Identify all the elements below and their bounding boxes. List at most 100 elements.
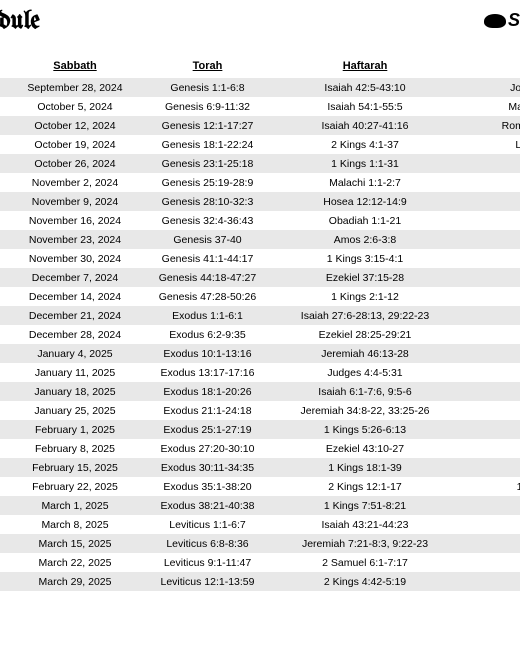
table-cell: Isaiah 42:5-43:10 [275,78,455,97]
table-cell: December 7, 2024 [10,268,140,287]
table-cell: February 8, 2025 [10,439,140,458]
table-cell: H [455,439,520,458]
table-cell: Leviticus 1:1-6:7 [140,515,275,534]
schedule-table-wrap: Sabbath Torah Haftarah Ap nning")Septemb… [0,56,520,591]
table-cell: Leviticus 6:8-8:36 [140,534,275,553]
table-cell: November 9, 2024 [10,192,140,211]
table-cell: 2 Kings 4:42-5:19 [275,572,455,591]
table-cell [455,382,520,401]
table-cell: mand") [0,439,10,458]
table-row: ng")February 1, 2025Exodus 25:1-27:191 K… [0,420,520,439]
table-row: red")December 28, 2024Exodus 6:2-9:35Eze… [0,325,520,344]
table-cell: March 29, 2025 [10,572,140,591]
table-cell: d") [0,249,10,268]
table-row: h")October 12, 2024Genesis 12:1-17:27Isa… [0,116,520,135]
table-cell: Exodus 6:2-9:35 [140,325,275,344]
table-cell: Genesis 1:1-6:8 [140,78,275,97]
table-cell: Genesis 37-40 [140,230,275,249]
table-cell: ared") [0,135,10,154]
table-cell: Exodus 27:20-30:10 [140,439,275,458]
col-apostolic: Ap [455,56,520,78]
table-cell: 2 Kings 12:1-17 [275,477,455,496]
table-row: ared")October 19, 2024Genesis 18:1-22:24… [0,135,520,154]
page-title: Schedule [0,8,40,35]
table-cell: January 11, 2025 [10,363,140,382]
table-cell: Hebrews 1 [455,211,520,230]
table-cell: Genesis 12:1-17:27 [140,116,275,135]
table-cell: 1 Corinthians [455,477,520,496]
table-cell [455,553,520,572]
table-cell: h") [0,116,10,135]
table-cell: Matthew [455,401,520,420]
table-cell: December 21, 2024 [10,306,140,325]
table-cell: Exodus 35:1-38:20 [140,477,275,496]
table-cell: Jeremiah 46:13-28 [275,344,455,363]
table-cell: March 15, 2025 [10,534,140,553]
table-cell [0,534,10,553]
table-cell: March 22, 2025 [10,553,140,572]
table-cell [455,173,520,192]
table-cell: nts") [0,401,10,420]
table-cell: 1 Kings 1:1-31 [275,154,455,173]
table-cell: Acts 7:17- [455,306,520,325]
table-row: March 22, 2025Leviticus 9:1-11:472 Samue… [0,553,520,572]
table-cell: December 28, 2024 [10,325,140,344]
table-cell: Matthew 24:36-4 [455,97,520,116]
table-cell: December 14, 2024 [10,287,140,306]
table-cell: February 15, 2025 [10,458,140,477]
table-cell [455,192,520,211]
table-cell: February 22, 2025 [10,477,140,496]
table-cell: Exodus 25:1-27:19 [140,420,275,439]
table-cell: Malachi 1:1-2:7 [275,173,455,192]
table-cell [0,344,10,363]
table-cell: February 1, 2025 [10,420,140,439]
table-cell: Jeremiah 34:8-22, 33:25-26 [275,401,455,420]
table-cell [0,553,10,572]
table-row: ake")February 15, 2025Exodus 30:11-34:35… [0,458,520,477]
col-haftarah: Haftarah [275,56,455,78]
table-row: eive")March 29, 2025Leviticus 12:1-13:59… [0,572,520,591]
table-cell [0,382,10,401]
table-cell: Exodus 21:1-24:18 [140,401,275,420]
table-cell: Luke 1:26-38; [455,135,520,154]
table-cell: March 1, 2025 [10,496,140,515]
table-cell: 1 Kings 5:26-6:13 [275,420,455,439]
table-cell: January 18, 2025 [10,382,140,401]
table-cell: eive") [0,572,10,591]
table-cell: October 12, 2024 [10,116,140,135]
table-cell: ry") [0,173,10,192]
table-row: ")March 1, 2025Exodus 38:21-40:381 Kings… [0,496,520,515]
table-cell: Jeremiah 7:21-8:3, 9:22-23 [275,534,455,553]
table-row: October 5, 2024Genesis 6:9-11:32Isaiah 5… [0,97,520,116]
table-cell: Genesis 47:28-50:26 [140,287,275,306]
table-cell: Ezekiel 37:15-28 [275,268,455,287]
table-row: March 15, 2025Leviticus 6:8-8:36Jeremiah… [0,534,520,553]
table-cell: Isaiah 40:27-41:16 [275,116,455,135]
table-cell: 2 Corinthia [455,420,520,439]
table-cell: November 30, 2024 [10,249,140,268]
table-cell: March 8, 2025 [10,515,140,534]
table-cell: October 19, 2024 [10,135,140,154]
table-cell: John 6:15 [455,363,520,382]
col-parasha [0,56,10,78]
table-cell: Ezekiel 43:10-27 [275,439,455,458]
table-cell: John 1:1-14; Co [455,78,520,97]
col-sabbath: Sabbath [10,56,140,78]
table-cell: Matthew 1: [455,154,520,173]
table-cell: 2 C [455,458,520,477]
table-cell: Genesis 18:1-22:24 [140,135,275,154]
table-cell: Isaiah 54:1-55:5 [275,97,455,116]
table-cell: Exodus 18:1-20:26 [140,382,275,401]
table-cell: d") [0,515,10,534]
table-cell: Hosea 12:12-14:9 [275,192,455,211]
table-cell: October 26, 2024 [10,154,140,173]
table-cell: ake") [0,458,10,477]
table-cell: Judges 4:4-5:31 [275,363,455,382]
table-cell: Leviticus 9:1-11:47 [140,553,275,572]
table-row: nning")September 28, 2024Genesis 1:1-6:8… [0,78,520,97]
table-cell: Leviticus 12:1-13:59 [140,572,275,591]
table-cell: Genesis 44:18-47:27 [140,268,275,287]
table-row: Life")October 26, 2024Genesis 23:1-25:18… [0,154,520,173]
table-cell: ) [0,306,10,325]
table-cell: t Out") [0,192,10,211]
